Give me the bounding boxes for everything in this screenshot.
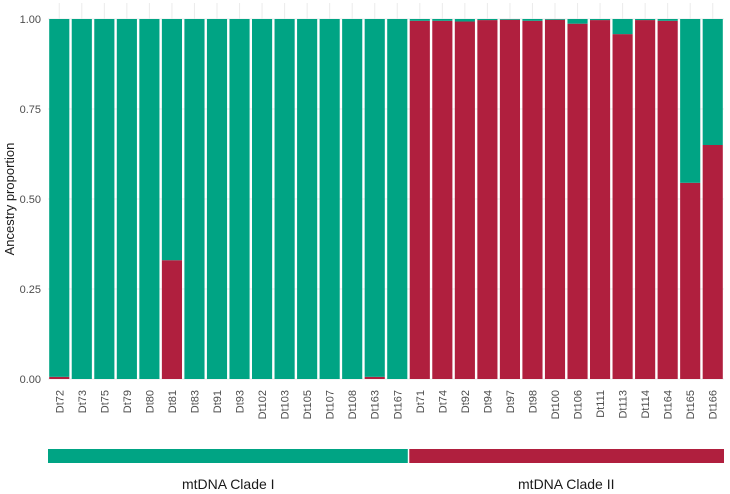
x-tick-label: Dt71 <box>415 390 427 413</box>
bar-segment-Dt163-s1 <box>364 19 385 377</box>
bar-segment-Dt97-s1 <box>499 19 520 20</box>
bar-segment-Dt93-s1 <box>229 19 250 379</box>
bar-segment-Dt75-s1 <box>94 19 115 379</box>
x-tick-label: Dt103 <box>280 390 292 419</box>
stacked-bars <box>49 19 723 380</box>
bar-segment-Dt71-s1 <box>409 19 430 21</box>
bar-segment-Dt167-s1 <box>387 19 408 379</box>
x-tick-label: Dt100 <box>550 390 562 419</box>
bar-segment-Dt163-s0 <box>364 376 385 379</box>
bar-segment-Dt74-s0 <box>432 20 453 380</box>
bar-segment-Dt97-s0 <box>499 19 520 379</box>
bar-segment-Dt114-s0 <box>635 20 656 380</box>
clade-label-2: mtDNA Clade II <box>518 476 614 492</box>
bar-segment-Dt98-s1 <box>522 19 543 21</box>
x-tick-label: Dt167 <box>392 390 404 419</box>
bar-segment-Dt165-s0 <box>680 182 701 379</box>
bar-segment-Dt166-s1 <box>702 19 723 145</box>
bar-segment-Dt165-s1 <box>680 19 701 183</box>
bar-segment-Dt113-s1 <box>612 19 633 35</box>
bar-segment-Dt114-s1 <box>635 19 656 21</box>
x-tick-label: Dt94 <box>482 390 494 413</box>
bar-segment-Dt92-s1 <box>454 19 475 22</box>
x-tick-label: Dt97 <box>505 390 517 413</box>
x-tick-label: Dt106 <box>573 390 585 419</box>
bar-segment-Dt106-s0 <box>567 23 588 380</box>
bar-segment-Dt103-s1 <box>274 19 295 379</box>
bar-segment-Dt107-s1 <box>319 19 340 379</box>
x-tick-label: Dt98 <box>527 390 539 413</box>
x-tick-label: Dt72 <box>54 390 66 413</box>
bar-segment-Dt81-s0 <box>161 260 182 379</box>
bar-segment-Dt79-s1 <box>116 19 137 379</box>
bar-segment-Dt91-s1 <box>206 19 228 379</box>
x-tick-label: Dt79 <box>122 390 134 413</box>
bar-segment-Dt100-s1 <box>544 19 566 20</box>
bar-segment-Dt72-s1 <box>49 19 70 377</box>
x-tick-label: Dt102 <box>257 390 269 419</box>
x-tick-label: Dt81 <box>167 390 179 413</box>
bar-segment-Dt98-s0 <box>522 20 543 380</box>
clade-groups: mtDNA Clade I mtDNA Clade II <box>48 449 724 492</box>
bar-segment-Dt83-s1 <box>184 19 205 379</box>
x-axis-ticks: Dt72 Dt73 Dt75 Dt79 Dt80 Dt81 Dt83 Dt91 Dt93 Dt10… <box>54 390 719 419</box>
bar-segment-Dt94-s1 <box>477 19 498 21</box>
x-tick-label: Dt92 <box>460 390 472 413</box>
x-tick-label: Dt113 <box>618 390 630 419</box>
bar-segment-Dt74-s1 <box>432 19 453 21</box>
bar-segment-Dt94-s0 <box>477 20 498 380</box>
y-tick-label: 0.75 <box>20 104 41 116</box>
bar-segment-Dt100-s0 <box>544 19 566 379</box>
x-tick-label: Dt163 <box>370 390 382 419</box>
bar-segment-Dt81-s1 <box>161 19 182 261</box>
bar-segment-Dt80-s1 <box>139 19 160 379</box>
x-tick-label: Dt114 <box>640 390 652 419</box>
bar-segment-Dt108-s1 <box>342 19 363 379</box>
clade-bar-1 <box>48 449 409 463</box>
bar-segment-Dt72-s0 <box>49 376 70 379</box>
bar-segment-Dt113-s0 <box>612 34 633 380</box>
clade-bar-2 <box>408 449 724 463</box>
x-tick-label: Dt108 <box>347 390 359 419</box>
y-tick-label: 0.25 <box>20 284 41 296</box>
x-tick-label: Dt107 <box>325 390 337 419</box>
bar-segment-Dt164-s1 <box>657 19 678 21</box>
x-tick-label: Dt91 <box>212 390 224 413</box>
x-tick-label: Dt166 <box>708 390 720 419</box>
x-tick-label: Dt111 <box>595 390 607 418</box>
x-tick-label: Dt80 <box>144 390 156 413</box>
bar-segment-Dt111-s0 <box>590 20 611 380</box>
bar-segment-Dt71-s0 <box>409 20 430 380</box>
bar-segment-Dt105-s1 <box>297 19 318 379</box>
bar-segment-Dt92-s0 <box>454 21 475 380</box>
bar-segment-Dt73-s1 <box>71 19 92 379</box>
bar-segment-Dt164-s0 <box>657 20 678 380</box>
x-tick-label: Dt165 <box>685 390 697 419</box>
y-axis-title: Ancestry proportion <box>2 143 17 256</box>
x-tick-label: Dt105 <box>302 390 314 419</box>
x-tick-label: Dt74 <box>437 390 449 413</box>
bar-segment-Dt166-s0 <box>702 145 723 379</box>
y-tick-label: 1.00 <box>20 14 41 26</box>
x-tick-label: Dt73 <box>77 390 89 413</box>
x-tick-label: Dt75 <box>99 390 111 413</box>
bar-segment-Dt111-s1 <box>590 19 611 21</box>
x-tick-label: Dt164 <box>663 390 675 419</box>
x-tick-label: Dt83 <box>189 390 201 413</box>
y-axis-ticks: 0.00 0.25 0.50 0.75 1.00 <box>20 14 41 386</box>
bar-segment-Dt102-s1 <box>252 19 273 379</box>
y-tick-label: 0.50 <box>20 194 41 206</box>
clade-label-1: mtDNA Clade I <box>182 476 275 492</box>
y-tick-label: 0.00 <box>20 374 41 386</box>
x-tick-label: Dt93 <box>235 390 247 413</box>
bar-segment-Dt106-s1 <box>567 19 588 24</box>
